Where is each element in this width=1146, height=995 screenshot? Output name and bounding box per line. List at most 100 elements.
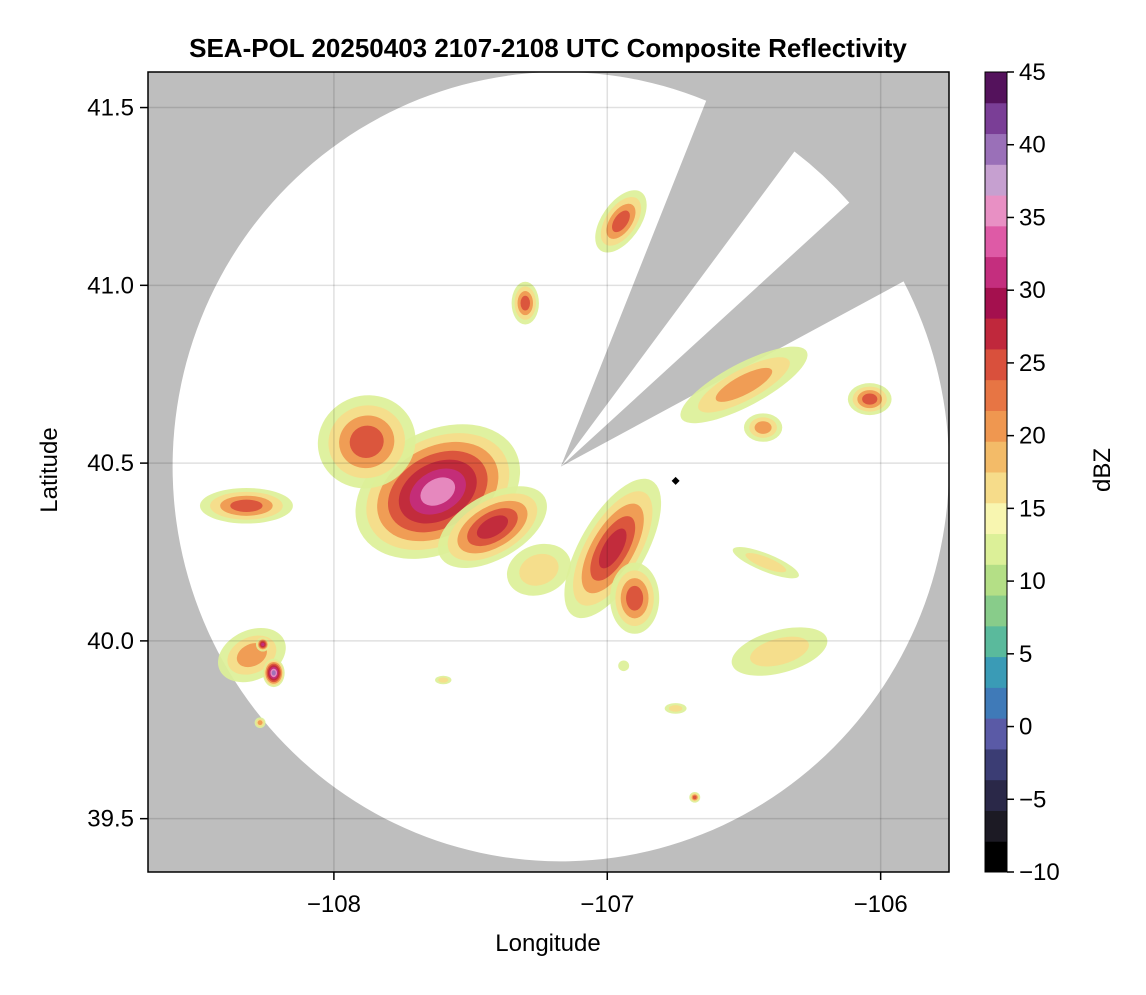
echo-cell	[610, 562, 660, 634]
colorbar	[985, 72, 1007, 873]
echo-cell	[506, 543, 571, 596]
y-tick-label: 39.5	[87, 806, 134, 833]
echo-cell	[564, 478, 662, 619]
echo-cell	[595, 190, 647, 253]
echo-level	[598, 528, 627, 569]
x-axis-ticks: −108 −107 −106	[307, 872, 908, 918]
x-tick-label: −106	[854, 891, 908, 918]
echo-level	[271, 670, 276, 676]
colorbar-swatch	[985, 256, 1007, 288]
y-tick-label: 40.0	[87, 628, 134, 655]
colorbar-tick-label: 30	[1019, 277, 1046, 304]
y-tick-label: 41.0	[87, 272, 134, 299]
echo-level	[349, 425, 384, 458]
colorbar-tick-label: 40	[1019, 132, 1046, 159]
colorbar-swatch	[985, 810, 1007, 842]
colorbar-swatch	[985, 779, 1007, 811]
echo-cell	[437, 486, 547, 569]
echo-layer	[199, 190, 892, 803]
colorbar-swatch	[985, 164, 1007, 196]
y-axis-ticks: 39.5 40.0 40.5 41.0 41.5	[87, 95, 148, 833]
y-tick-label: 41.5	[87, 95, 134, 122]
colorbar-swatch	[985, 533, 1007, 565]
echo-cell	[618, 660, 630, 672]
echo-cell	[743, 413, 783, 442]
echo-level	[862, 393, 878, 405]
echo-level	[519, 553, 559, 586]
colorbar-swatch	[985, 102, 1007, 135]
echo-cell	[732, 547, 799, 579]
echo-cell	[254, 717, 266, 728]
plot-area	[148, 72, 949, 872]
colorbar-swatch	[985, 564, 1007, 596]
echo-cell	[199, 488, 293, 524]
colorbar-tick-label: 5	[1019, 641, 1032, 668]
colorbar-tick-label: 0	[1019, 714, 1032, 741]
grid-lines	[148, 72, 949, 872]
echo-cell	[680, 346, 808, 424]
y-axis-label: Latitude	[36, 427, 63, 512]
colorbar-swatch	[985, 841, 1007, 873]
echo-level	[261, 642, 265, 647]
echo-cell	[689, 792, 701, 803]
echo-cell	[255, 637, 270, 652]
location-marker	[671, 476, 680, 485]
x-axis-label: Longitude	[495, 930, 600, 957]
x-tick-label: −107	[580, 891, 634, 918]
plot-frame	[147, 71, 950, 873]
echo-level	[476, 515, 509, 539]
echo-cell	[262, 658, 285, 688]
colorbar-tick-label: 45	[1019, 59, 1046, 86]
colorbar-tick-label: 35	[1019, 204, 1046, 231]
colorbar-swatch	[985, 379, 1007, 411]
echo-level	[754, 421, 772, 434]
colorbar-swatch	[985, 133, 1007, 165]
colorbar-swatch	[985, 225, 1007, 258]
colorbar-swatch	[985, 195, 1007, 227]
echo-level	[257, 720, 263, 726]
colorbar-tick-label: −5	[1019, 786, 1046, 813]
echo-level	[626, 585, 644, 611]
echo-level	[618, 660, 630, 672]
colorbar-swatch	[985, 348, 1007, 381]
echo-level	[745, 553, 787, 573]
colorbar-swatch	[985, 595, 1007, 627]
colorbar-swatch	[985, 72, 1007, 104]
echo-cell	[435, 675, 452, 685]
echo-level	[230, 499, 263, 512]
echo-level	[611, 210, 630, 233]
colorbar-tick-label: 15	[1019, 495, 1046, 522]
marker-layer	[671, 476, 680, 485]
colorbar-swatch	[985, 502, 1007, 535]
echo-level	[715, 367, 773, 402]
colorbar-swatch	[985, 441, 1007, 473]
colorbar-swatch	[985, 718, 1007, 750]
colorbar-swatch	[985, 318, 1007, 350]
y-tick-label: 40.5	[87, 450, 134, 477]
colorbar-tick-label: 10	[1019, 568, 1046, 595]
colorbar-swatch	[985, 410, 1007, 442]
radar-coverage	[172, 72, 949, 862]
echo-level	[668, 705, 683, 712]
colorbar-label: dBZ	[1089, 448, 1116, 492]
colorbar-swatch	[985, 748, 1007, 781]
colorbar-tick-label: 25	[1019, 350, 1046, 377]
echo-cell	[317, 395, 416, 489]
echo-level	[520, 295, 531, 311]
echo-cell	[731, 627, 828, 676]
echo-level	[438, 677, 449, 683]
chart-title: SEA-POL 20250403 2107-2108 UTC Composite…	[189, 33, 907, 63]
echo-cell	[511, 281, 539, 325]
colorbar-tick-label: −10	[1019, 859, 1060, 886]
echo-level	[750, 636, 809, 667]
colorbar-swatch	[985, 287, 1007, 319]
colorbar-ticks: −10 −5 0 5 10 15 20 25 30 35 40 45	[1007, 59, 1060, 886]
colorbar-swatch	[985, 687, 1007, 719]
echo-cell	[847, 383, 892, 416]
colorbar-tick-label: 20	[1019, 423, 1046, 450]
echo-level	[692, 795, 697, 800]
x-tick-label: −108	[307, 891, 361, 918]
echo-cell	[664, 703, 687, 714]
